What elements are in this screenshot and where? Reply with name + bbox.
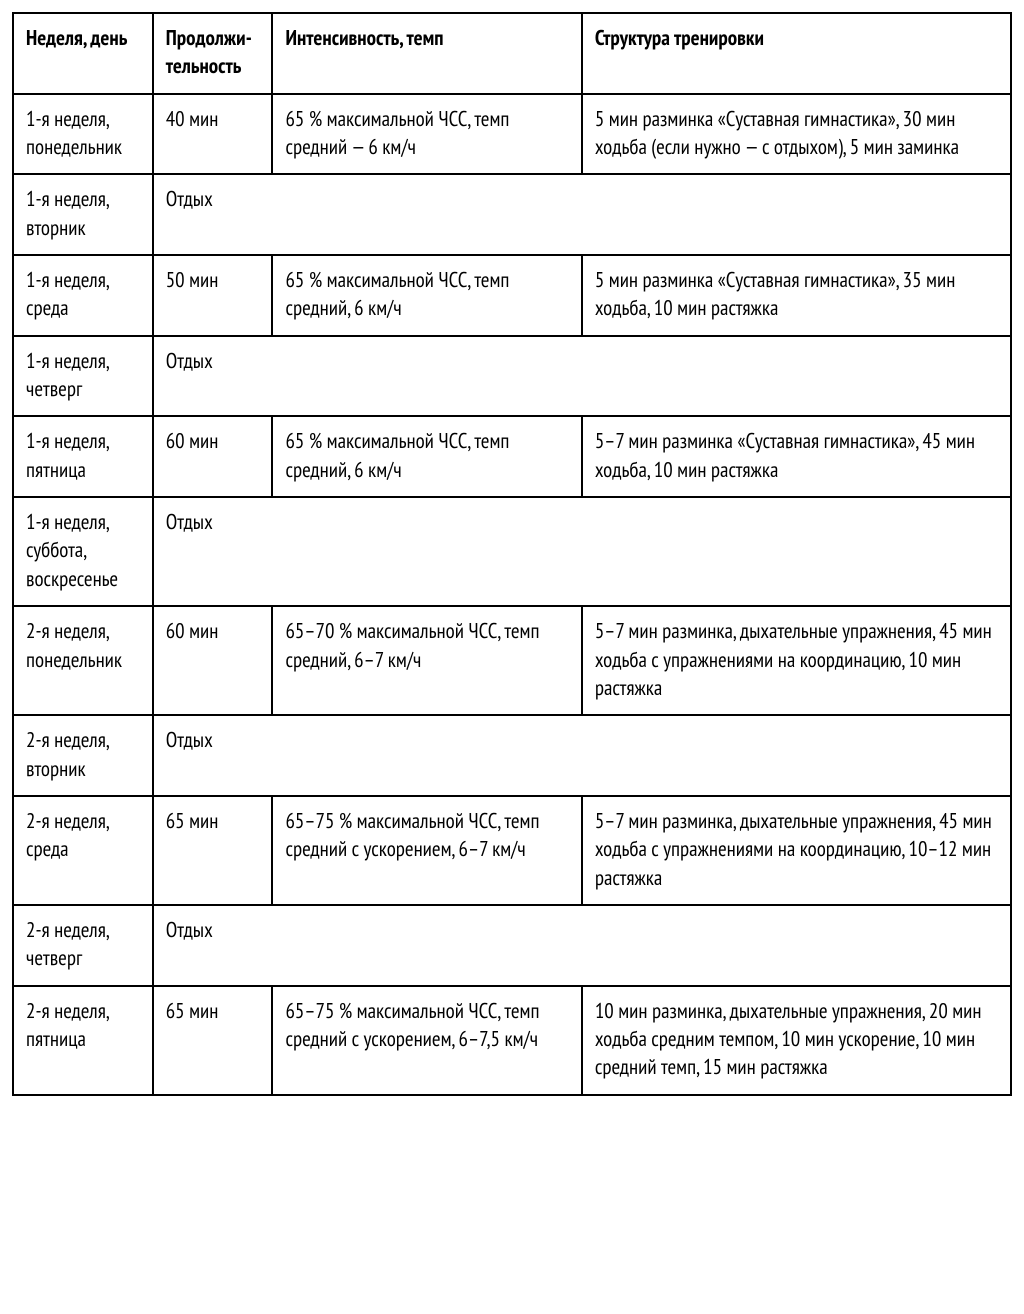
col-header-day: Неделя, день [13,13,153,94]
table-row: 1-я неделя, суббота, воскресеньеОтдых [13,497,1011,606]
cell-intensity: 65–75 % максимальной ЧСС, темп средний с… [272,986,581,1095]
cell-structure: 5–7 мин разминка, дыхательные упражнения… [582,606,1011,715]
cell-duration: 65 мин [153,986,273,1095]
cell-day: 1-я неделя, пятница [13,416,153,497]
table-row: 2-я неделя, среда65 мин65–75 % максималь… [13,796,1011,905]
col-header-intensity: Интенсивность, темп [272,13,581,94]
cell-intensity: 65 % максимальной ЧСС, темп средний, 6 к… [272,416,581,497]
table-row: 2-я неделя, пятница65 мин65–75 % максима… [13,986,1011,1095]
cell-structure: 10 мин разминка, дыхательные упражнения,… [582,986,1011,1095]
cell-structure: 5–7 мин разминка «Суставная гимнастика»,… [582,416,1011,497]
cell-rest: Отдых [153,174,1011,255]
cell-intensity: 65 % максимальной ЧСС, темп средний, 6 к… [272,255,581,336]
cell-duration: 50 мин [153,255,273,336]
cell-duration: 60 мин [153,416,273,497]
table-row: 2-я неделя, поне­дельник60 мин65–70 % ма… [13,606,1011,715]
cell-rest: Отдых [153,497,1011,606]
table-header-row: Неделя, день Продолжи­тельность Интенсив… [13,13,1011,94]
col-header-structure: Структура тренировки [582,13,1011,94]
cell-rest: Отдых [153,336,1011,417]
training-plan-body: 1-я неделя, поне­дельник40 мин65 % макси… [13,94,1011,1095]
cell-day: 1-я неделя, вторник [13,174,153,255]
cell-day: 1-я неделя, четверг [13,336,153,417]
cell-day: 2-я неделя, четверг [13,905,153,986]
cell-day: 1-я неделя, поне­дельник [13,94,153,175]
table-row: 1-я неделя, пятница60 мин65 % максимальн… [13,416,1011,497]
table-row: 1-я неделя, четвергОтдых [13,336,1011,417]
cell-structure: 5 мин разминка «Суставная гимнасти­ка», … [582,255,1011,336]
cell-duration: 60 мин [153,606,273,715]
cell-rest: Отдых [153,715,1011,796]
cell-intensity: 65 % максимальной ЧСС, темп средний — 6 … [272,94,581,175]
cell-structure: 5–7 мин разминка, дыхательные упражнения… [582,796,1011,905]
cell-day: 2-я неделя, пятница [13,986,153,1095]
cell-day: 1-я неделя, суббота, воскресенье [13,497,153,606]
col-header-duration: Продолжи­тельность [153,13,273,94]
table-row: 1-я неделя, вторникОтдых [13,174,1011,255]
cell-duration: 65 мин [153,796,273,905]
cell-day: 2-я неделя, среда [13,796,153,905]
table-row: 1-я неделя, поне­дельник40 мин65 % макси… [13,94,1011,175]
cell-duration: 40 мин [153,94,273,175]
cell-rest: Отдых [153,905,1011,986]
training-plan-table: Неделя, день Продолжи­тельность Интенсив… [12,12,1012,1096]
table-row: 2-я неделя, четвергОтдых [13,905,1011,986]
cell-structure: 5 мин разминка «Суставная гимнасти­ка», … [582,94,1011,175]
cell-intensity: 65–75 % максимальной ЧСС, темп средний с… [272,796,581,905]
cell-day: 2-я неделя, вторник [13,715,153,796]
table-row: 2-я неделя, вторникОтдых [13,715,1011,796]
cell-day: 2-я неделя, поне­дельник [13,606,153,715]
cell-day: 1-я неделя, среда [13,255,153,336]
cell-intensity: 65–70 % максимальной ЧСС, темп средний, … [272,606,581,715]
table-row: 1-я неделя, среда50 мин65 % максимальной… [13,255,1011,336]
